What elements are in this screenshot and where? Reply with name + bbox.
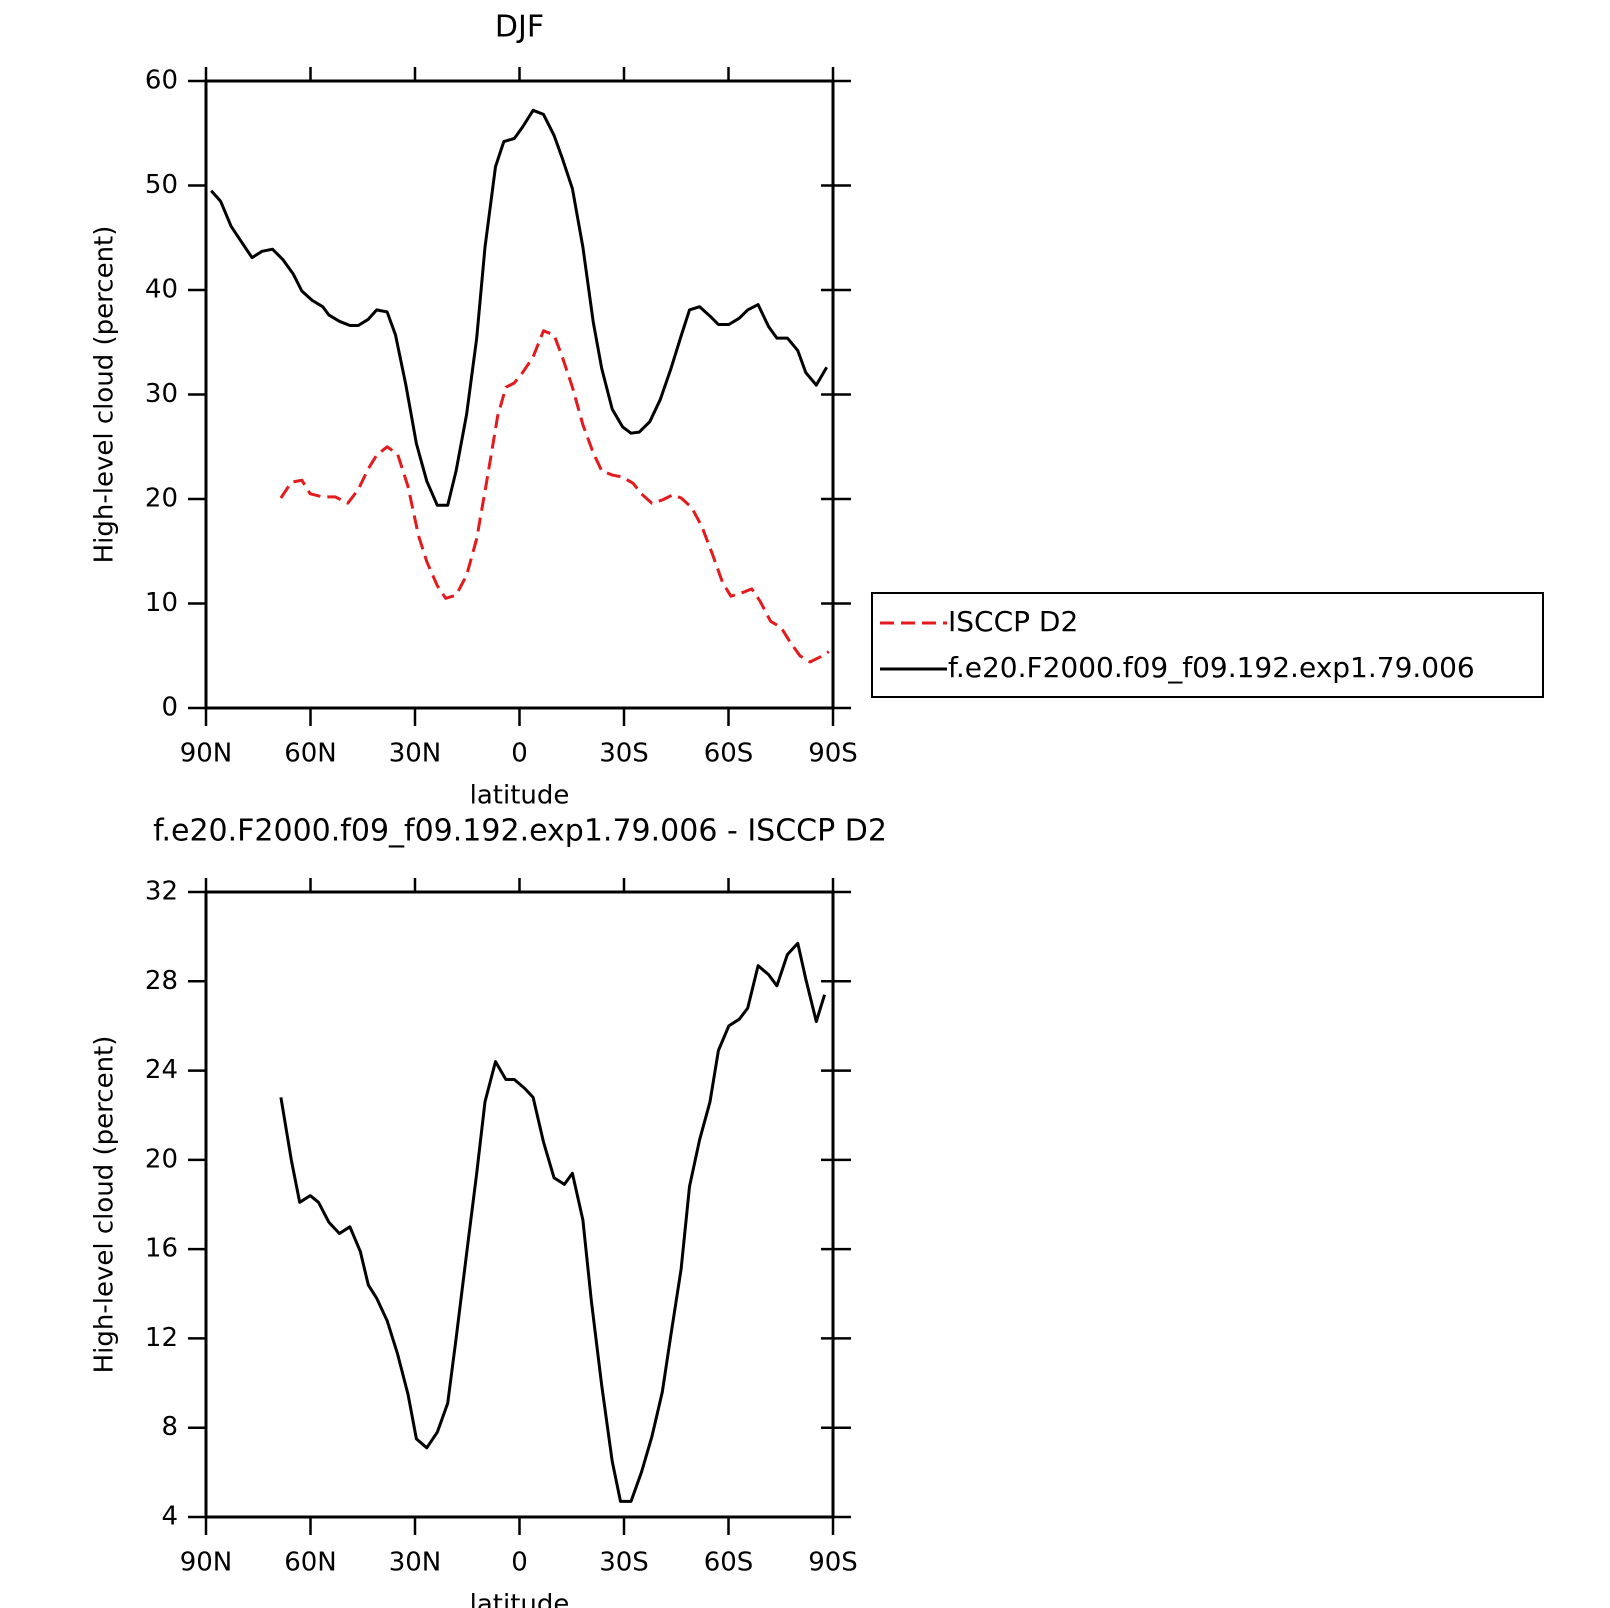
legend-label: f.e20.F2000.f09_f09.192.exp1.79.006 <box>948 651 1475 684</box>
y-tick-label: 8 <box>161 1412 178 1442</box>
y-tick-label: 4 <box>161 1502 178 1532</box>
x-tick-label: 30N <box>389 739 442 769</box>
y-tick-label: 40 <box>145 275 178 305</box>
legend-box <box>871 592 1544 698</box>
x-axis-label: latitude <box>470 1590 570 1608</box>
y-tick-label: 28 <box>145 966 178 996</box>
chart-title: f.e20.F2000.f09_f09.192.exp1.79.006 - IS… <box>153 814 887 849</box>
x-tick-label: 30S <box>599 739 649 769</box>
y-tick-label: 24 <box>145 1055 178 1085</box>
x-tick-label: 0 <box>511 1548 528 1578</box>
y-tick-label: 32 <box>145 877 178 907</box>
y-tick-label: 60 <box>145 66 178 96</box>
plot-frame <box>204 79 835 710</box>
y-axis-label: High-level cloud (percent) <box>90 226 120 564</box>
y-tick-label: 16 <box>145 1234 178 1264</box>
x-tick-label: 30S <box>599 1548 649 1578</box>
y-tick-label: 30 <box>145 379 178 409</box>
x-tick-label: 30N <box>389 1548 442 1578</box>
x-tick-label: 90S <box>808 1548 858 1578</box>
x-tick-label: 90N <box>180 739 233 769</box>
y-tick-label: 0 <box>161 693 178 723</box>
x-tick-label: 60S <box>704 1548 754 1578</box>
x-tick-label: 0 <box>511 739 528 769</box>
x-tick-label: 60N <box>284 1548 337 1578</box>
y-tick-label: 50 <box>145 170 178 200</box>
plot-frame <box>204 890 835 1519</box>
legend-label: ISCCP D2 <box>948 605 1078 638</box>
data-line <box>210 108 828 507</box>
y-tick-label: 20 <box>145 1144 178 1174</box>
x-tick-label: 90N <box>180 1548 233 1578</box>
data-line <box>279 329 830 664</box>
y-tick-label: 20 <box>145 484 178 514</box>
x-tick-label: 60S <box>704 739 754 769</box>
x-tick-label: 90S <box>808 739 858 769</box>
y-tick-label: 12 <box>145 1323 178 1353</box>
y-tick-label: 10 <box>145 588 178 618</box>
data-line <box>279 941 827 1503</box>
y-axis-label: High-level cloud (percent) <box>90 1036 120 1374</box>
x-axis-label: latitude <box>470 781 570 811</box>
chart-title: DJF <box>495 10 544 45</box>
x-tick-label: 60N <box>284 739 337 769</box>
